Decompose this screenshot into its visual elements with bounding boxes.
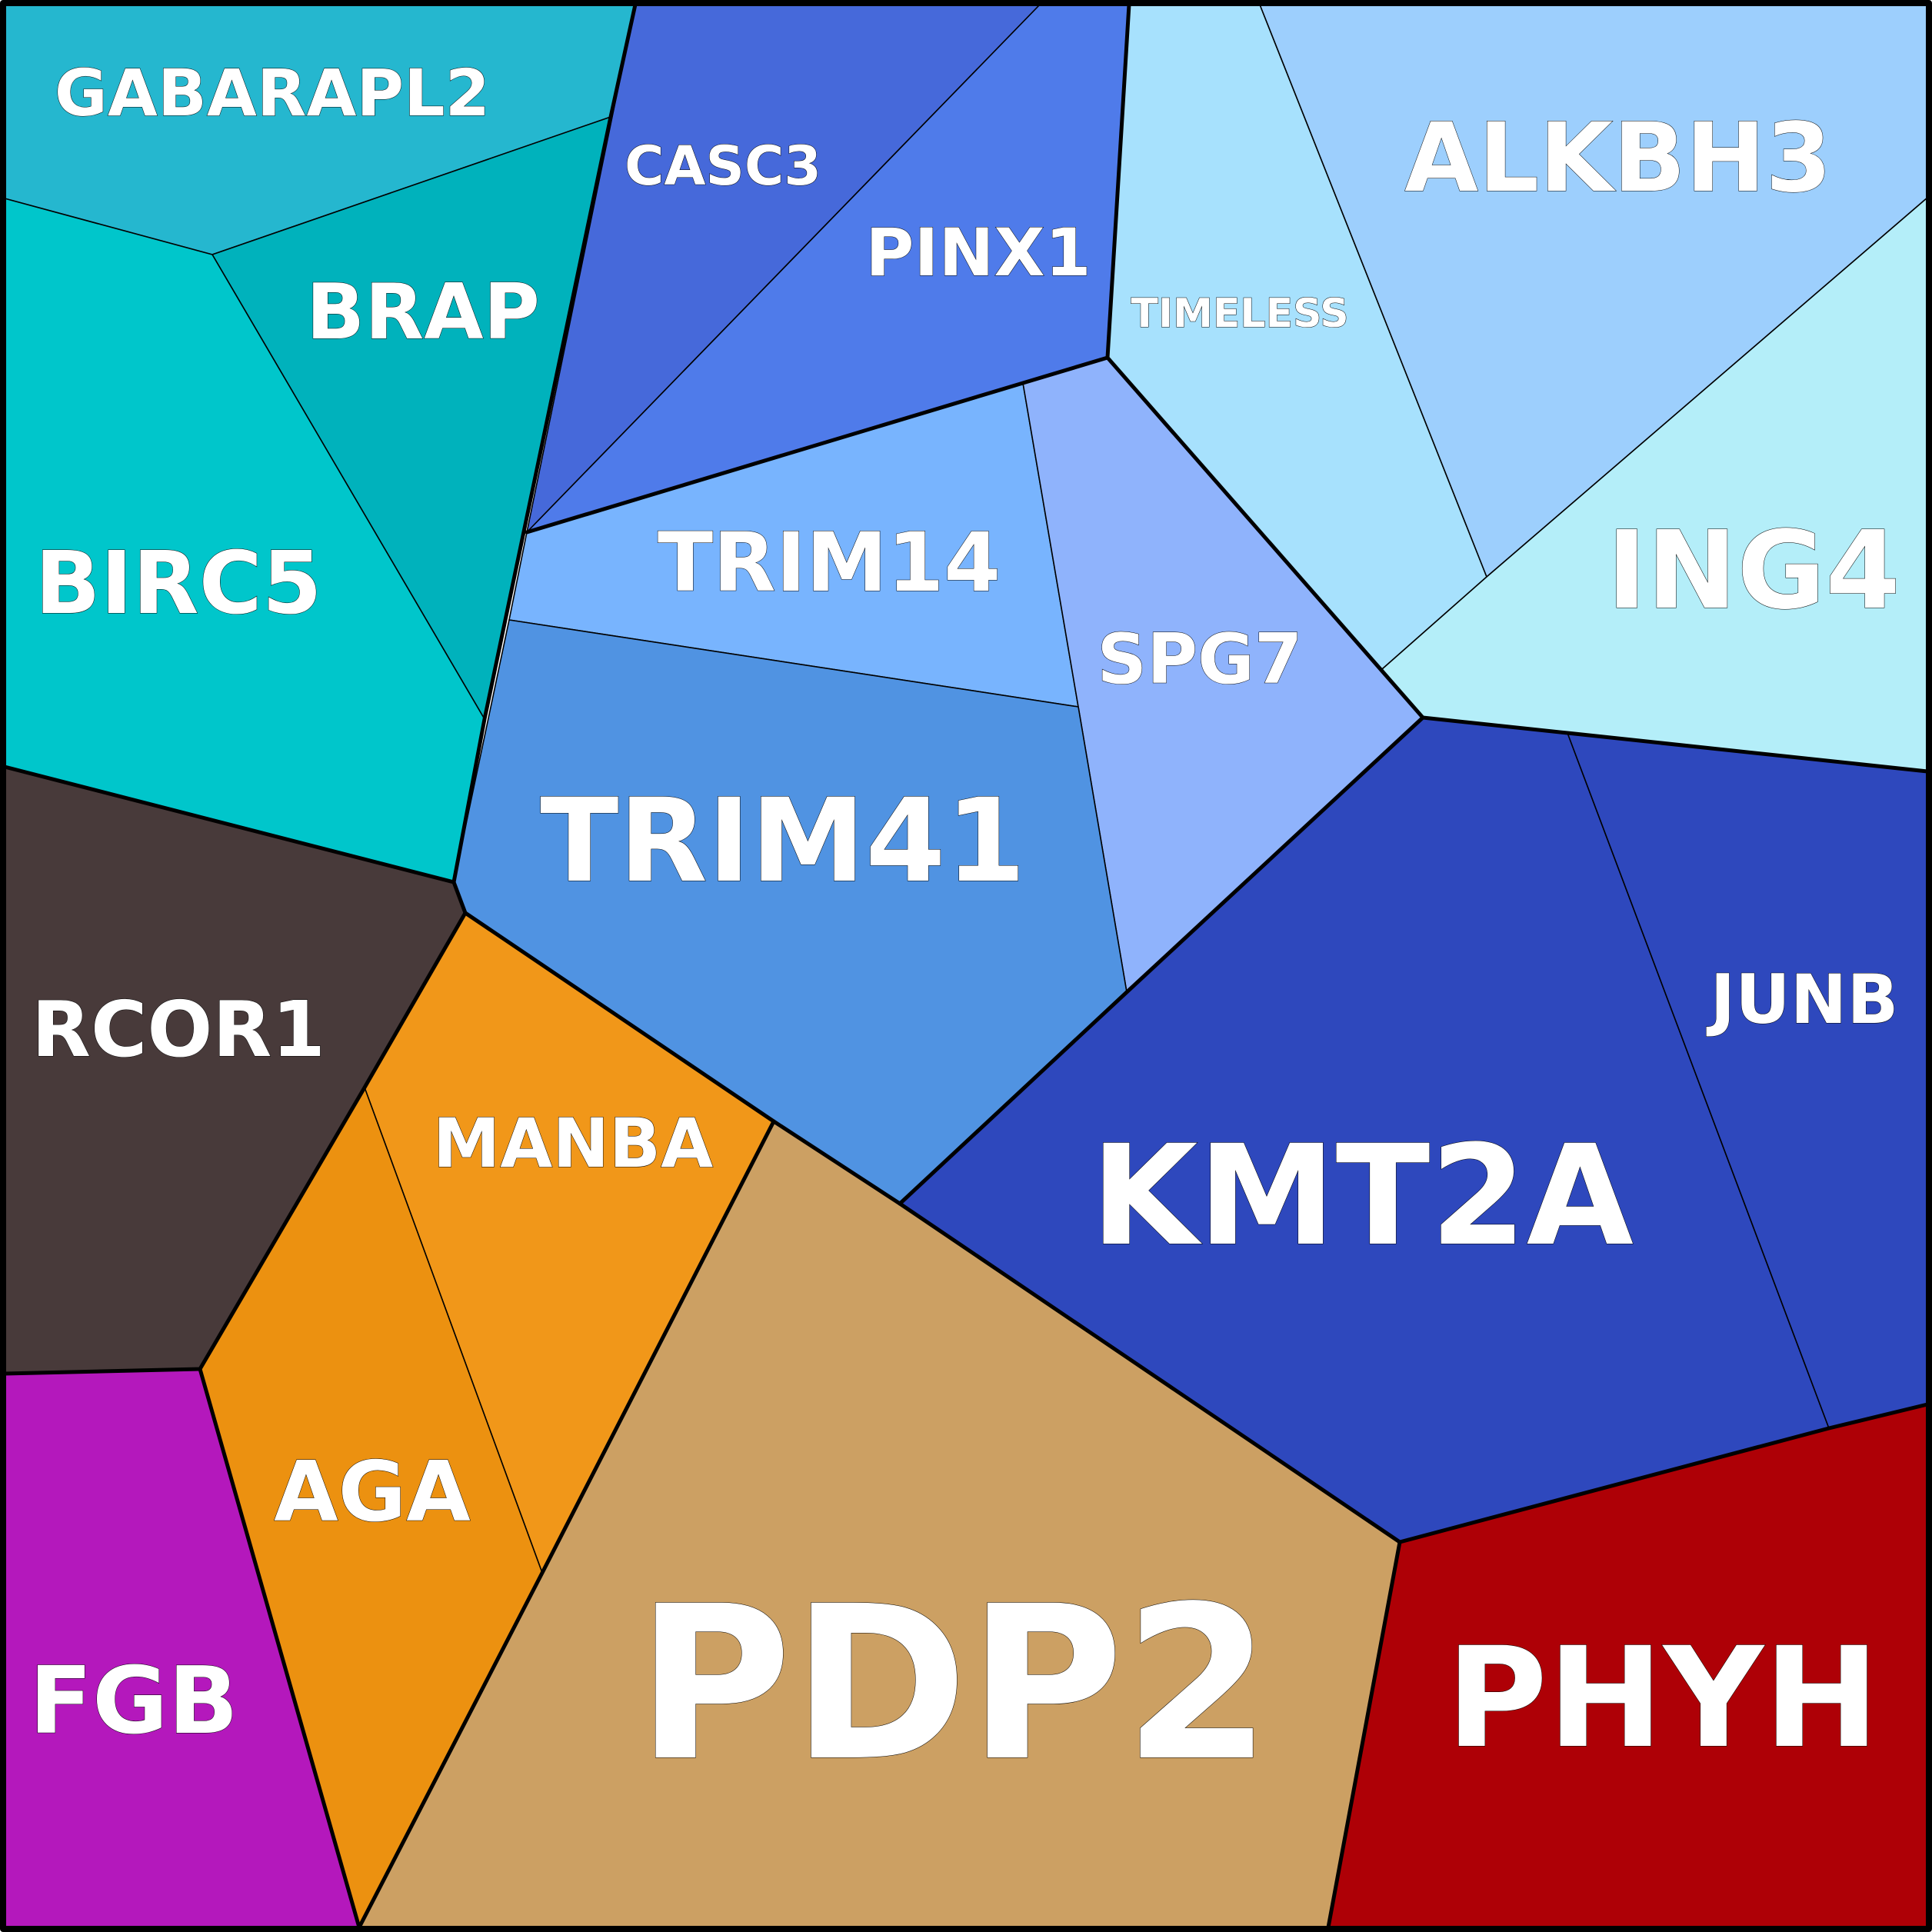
label-casc3: CASC3 bbox=[625, 135, 821, 198]
group-border-orange-purple bbox=[198, 1367, 361, 1930]
group-border-manba-pdp2 bbox=[357, 1119, 776, 1930]
label-aga: AGA bbox=[274, 1444, 471, 1541]
group-border-ing4-kmt2a bbox=[1421, 715, 1930, 774]
label-pinx1: PINX1 bbox=[865, 215, 1091, 291]
label-brap: BRAP bbox=[306, 267, 540, 357]
label-alkbh3: ALKBH3 bbox=[1404, 103, 1832, 214]
label-birc5: BIRC5 bbox=[35, 534, 321, 634]
group-border-cyan-blue bbox=[451, 2, 638, 884]
label-trim41: TRIM41 bbox=[540, 774, 1026, 908]
label-fgb: FGB bbox=[29, 1648, 238, 1755]
label-spg7: SPG7 bbox=[1097, 619, 1302, 700]
label-junb: JUNB bbox=[1707, 960, 1899, 1039]
group-border-tan-red bbox=[1326, 1540, 1402, 1930]
label-pdp2: PDP2 bbox=[636, 1561, 1271, 1808]
group-border-navy bbox=[898, 715, 1425, 1206]
label-gabarapl2: GABARAPL2 bbox=[55, 55, 490, 131]
label-rcor1: RCOR1 bbox=[32, 984, 325, 1074]
group-border-cyan-dark bbox=[2, 764, 468, 915]
label-phyh: PHYH bbox=[1446, 1618, 1880, 1779]
group-border-pinx1-trim14 bbox=[525, 355, 1110, 535]
label-kmt2a: KMT2A bbox=[1091, 1116, 1634, 1277]
label-ing4: ING4 bbox=[1607, 508, 1900, 634]
label-trim14: TRIM14 bbox=[658, 515, 1001, 610]
group-border-dark-orange bbox=[2, 911, 468, 1376]
label-manba: MANBA bbox=[433, 1104, 714, 1183]
group-border-blue-orange bbox=[463, 911, 1930, 1544]
label-timeless: TIMELESS bbox=[1131, 291, 1348, 337]
